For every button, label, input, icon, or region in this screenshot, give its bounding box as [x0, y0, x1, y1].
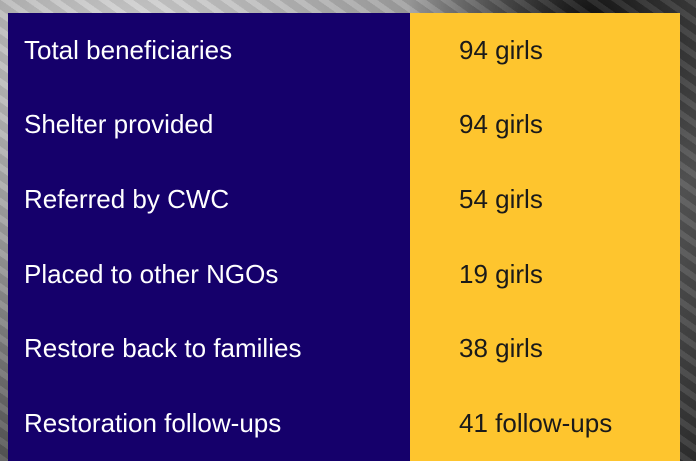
- row-label: Restoration follow-ups: [24, 408, 282, 439]
- value-column: [410, 13, 680, 461]
- row-value: 38 girls: [459, 333, 543, 364]
- row-value: 94 girls: [459, 109, 543, 140]
- row-label: Total beneficiaries: [24, 34, 233, 65]
- row-label: Referred by CWC: [24, 184, 230, 215]
- row-label: Shelter provided: [24, 109, 214, 140]
- row-label: Placed to other NGOs: [24, 258, 279, 289]
- row-value: 54 girls: [459, 184, 543, 215]
- row-value: 94 girls: [459, 34, 543, 65]
- label-column: [8, 13, 410, 461]
- row-value: 41 follow-ups: [459, 408, 613, 439]
- row-label: Restore back to families: [24, 333, 302, 364]
- row-value: 19 girls: [459, 258, 543, 289]
- stats-table: Total beneficiaries 94 girls Shelter provi…: [8, 13, 680, 461]
